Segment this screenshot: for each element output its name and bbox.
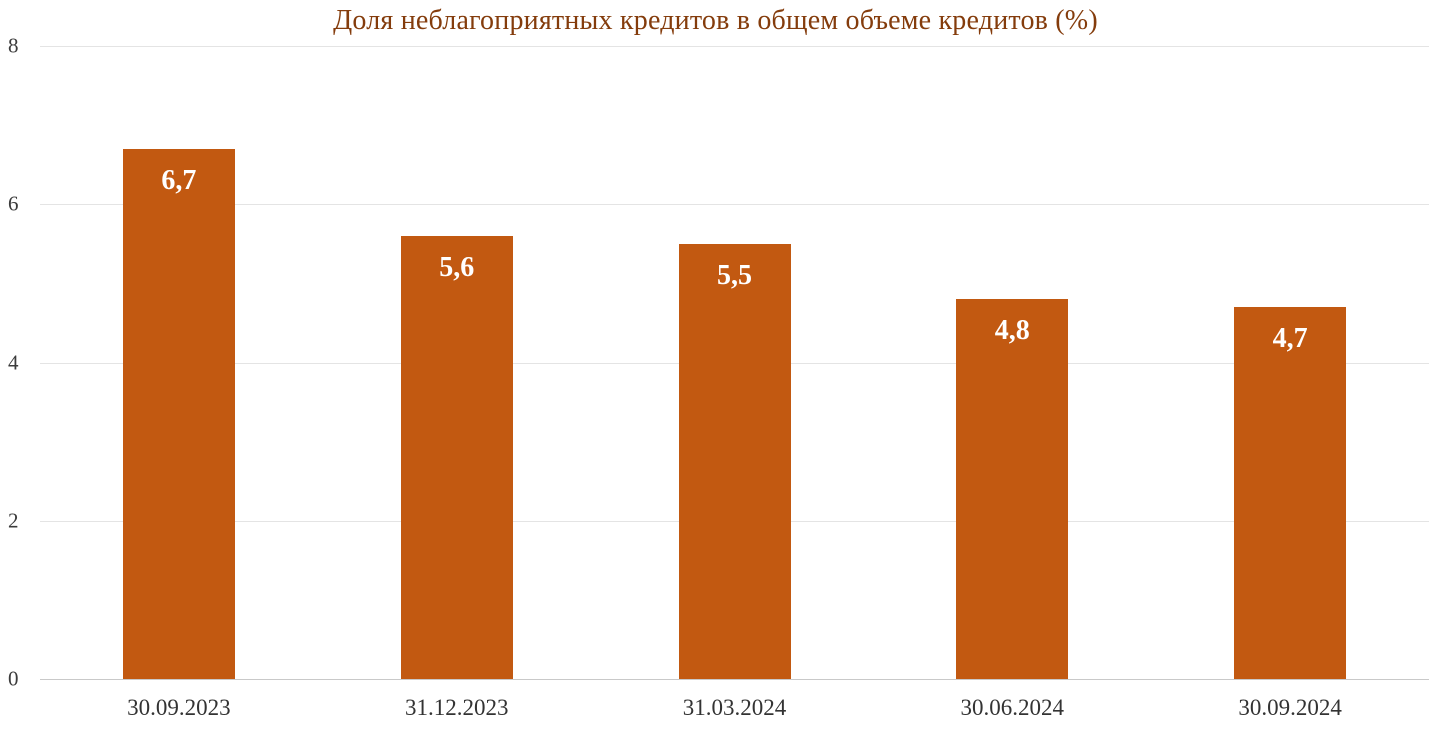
bar: 5,5 bbox=[678, 243, 791, 679]
gridline bbox=[40, 46, 1429, 47]
y-axis-tick-label: 0 bbox=[8, 666, 19, 691]
x-axis-tick-label: 30.09.2023 bbox=[127, 695, 231, 720]
bar-value-label: 6,7 bbox=[161, 164, 197, 196]
bar: 6,7 bbox=[122, 148, 235, 679]
y-axis-tick-label: 2 bbox=[8, 508, 19, 533]
bar-value-label: 5,6 bbox=[439, 251, 475, 283]
y-axis-tick-label: 4 bbox=[8, 350, 19, 374]
x-axis-tick-label: 31.12.2023 bbox=[404, 695, 509, 720]
x-axis-tick-label: 30.09.2024 bbox=[1238, 695, 1342, 720]
bar: 4,7 bbox=[1234, 307, 1347, 679]
bar-value-label: 5,5 bbox=[717, 259, 752, 291]
y-axis-tick-label: 8 bbox=[8, 33, 19, 58]
bar: 4,8 bbox=[956, 299, 1069, 679]
y-axis-tick-label: 6 bbox=[8, 191, 19, 216]
bar-value-label: 4,8 bbox=[994, 315, 1030, 347]
bar: 5,6 bbox=[400, 235, 513, 679]
bar-value-label: 4,7 bbox=[1272, 323, 1308, 355]
x-axis-tick-label: 30.06.2024 bbox=[960, 695, 1065, 720]
chart-title: Доля неблагоприятных кредитов в общем об… bbox=[333, 5, 1098, 36]
gridline bbox=[40, 679, 1429, 680]
gridline bbox=[40, 204, 1429, 206]
x-axis-tick-label: 31.03.2024 bbox=[682, 695, 787, 720]
plot-area: 0 2 4 6 8 6,7 30.09.2023 5,6 31.12.2023 5,5 31.03.… bbox=[8, 34, 1429, 720]
